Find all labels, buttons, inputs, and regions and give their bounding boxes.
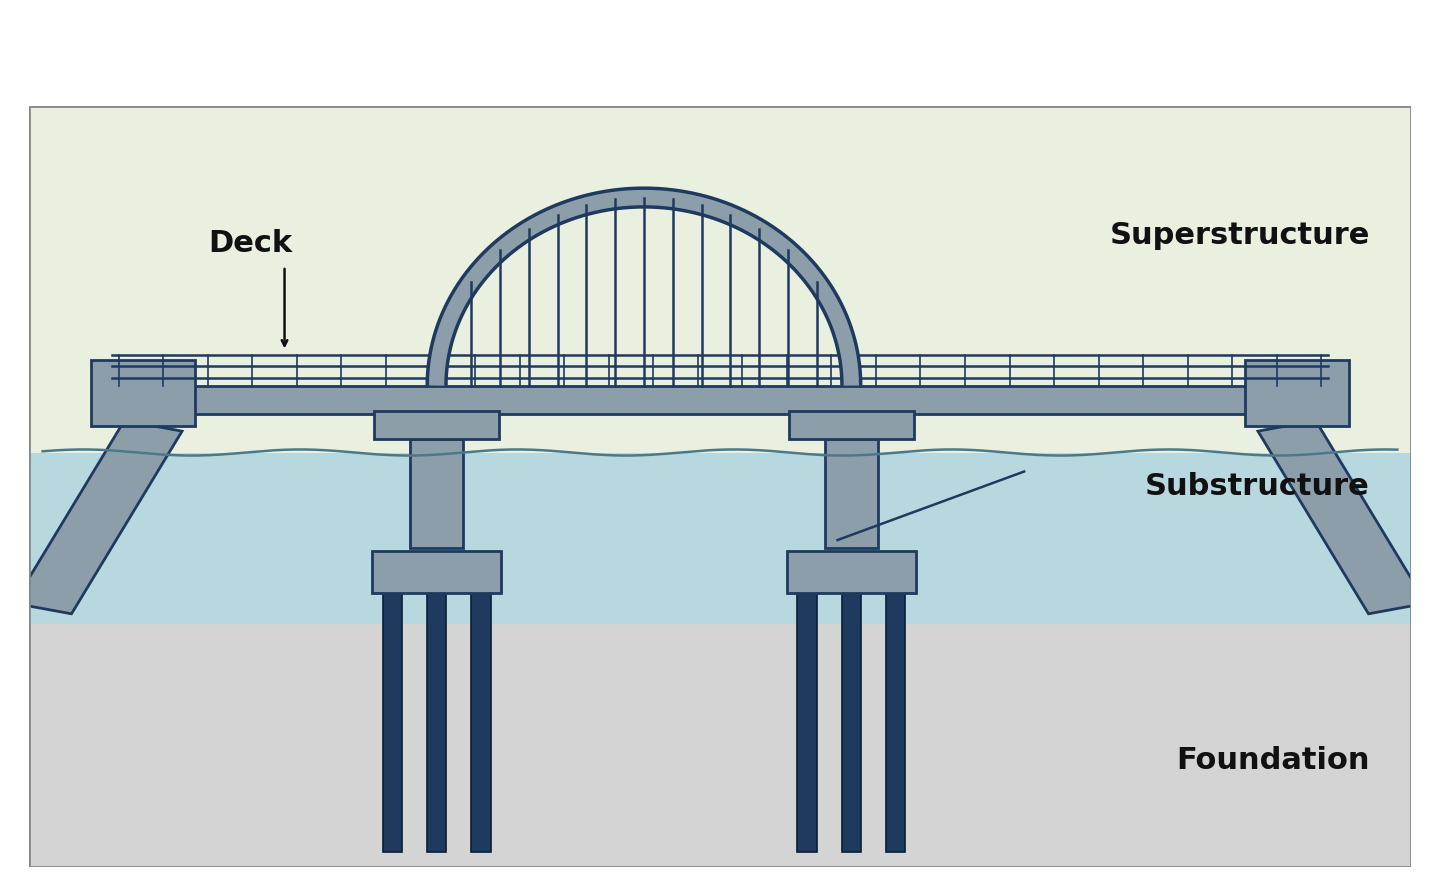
Bar xyxy=(29,452,1411,624)
Bar xyxy=(841,593,861,852)
Bar xyxy=(789,412,913,439)
Bar xyxy=(471,593,491,852)
Text: Superstructure: Superstructure xyxy=(1109,221,1369,250)
Bar xyxy=(825,439,877,548)
Bar xyxy=(383,593,402,852)
Bar xyxy=(29,624,1411,867)
Text: Substructure: Substructure xyxy=(1145,473,1369,501)
Text: Foundation: Foundation xyxy=(1176,746,1369,775)
Bar xyxy=(373,551,501,593)
Bar xyxy=(105,386,1335,414)
Bar xyxy=(426,593,446,852)
Polygon shape xyxy=(14,420,181,614)
Text: Anatomy of a Bridge: Anatomy of a Bridge xyxy=(462,32,978,74)
Bar xyxy=(798,593,816,852)
Bar xyxy=(410,439,462,548)
Bar xyxy=(886,593,906,852)
Bar xyxy=(91,360,194,426)
Bar xyxy=(788,551,916,593)
Text: Deck: Deck xyxy=(207,229,292,258)
Bar xyxy=(1246,360,1349,426)
Polygon shape xyxy=(1259,420,1426,614)
Bar xyxy=(29,106,1411,452)
Bar xyxy=(374,412,498,439)
